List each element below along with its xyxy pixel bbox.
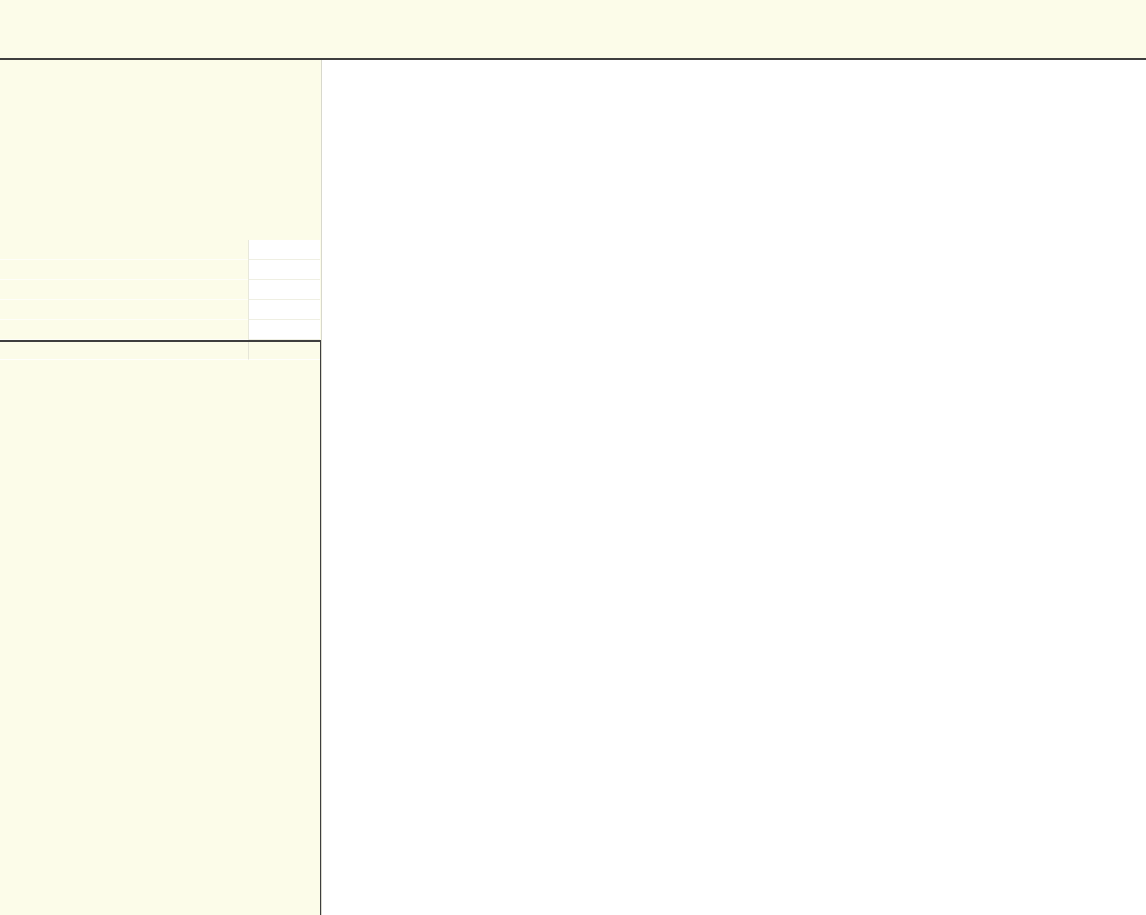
thick-divider-line bbox=[0, 58, 1146, 60]
chart[interactable] bbox=[321, 60, 1146, 915]
input-table-header-number[interactable] bbox=[0, 342, 248, 360]
plot-area bbox=[322, 60, 1146, 915]
input-table-header-data[interactable] bbox=[248, 342, 320, 360]
value-column-strip bbox=[248, 240, 320, 340]
empty-rows bbox=[0, 240, 248, 340]
input-table-header bbox=[0, 340, 320, 360]
input-data-table bbox=[0, 340, 320, 360]
